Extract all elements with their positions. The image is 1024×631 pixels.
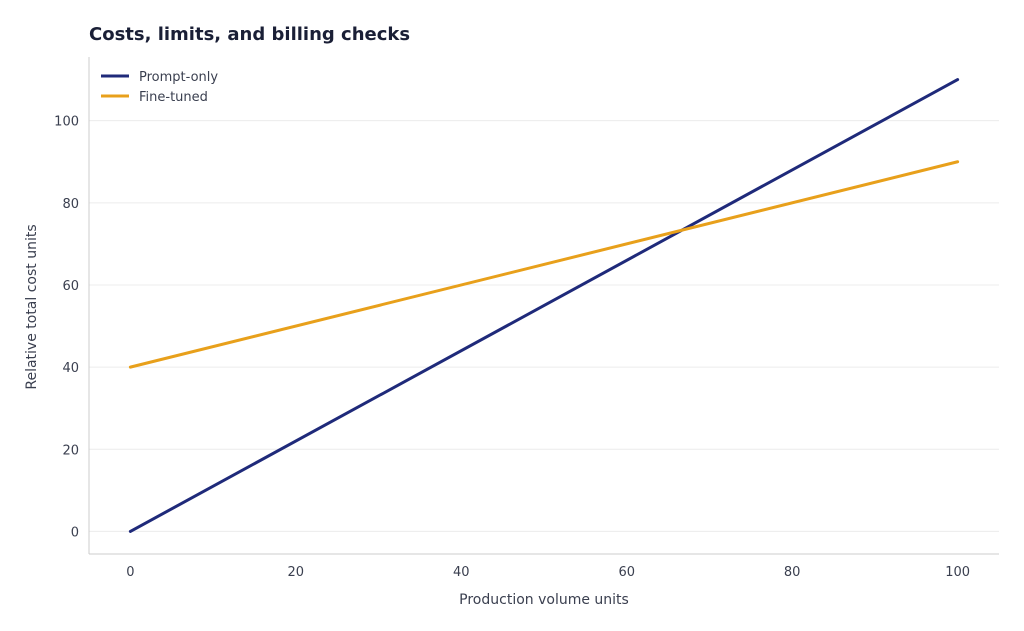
x-tick-labels: 0 20 40 60 80 100 <box>126 565 970 580</box>
x-tick-label: 20 <box>288 565 305 580</box>
axes <box>88 57 999 555</box>
y-tick-label: 20 <box>62 443 79 458</box>
chart-title: Costs, limits, and billing checks <box>89 24 410 45</box>
x-tick-label: 80 <box>784 565 801 580</box>
gridlines <box>89 120 999 532</box>
series-lines <box>128 78 960 533</box>
x-tick-label: 40 <box>453 565 470 580</box>
y-tick-labels: 0 20 40 60 80 100 <box>54 115 79 541</box>
series-line-fine-tuned <box>128 160 960 369</box>
y-tick-label: 0 <box>71 525 79 540</box>
series-line-prompt-only <box>128 78 960 533</box>
legend-label: Prompt-only <box>139 70 218 85</box>
x-tick-label: 100 <box>945 565 970 580</box>
y-tick-label: 80 <box>62 197 79 212</box>
y-axis-label: Relative total cost units <box>24 224 40 389</box>
y-tick-label: 40 <box>62 361 79 376</box>
x-axis-label: Production volume units <box>459 592 629 608</box>
y-tick-label: 60 <box>62 279 79 294</box>
legend-label: Fine-tuned <box>139 90 208 105</box>
x-tick-label: 60 <box>618 565 635 580</box>
y-tick-label: 100 <box>54 115 79 130</box>
legend: Prompt-only Fine-tuned <box>101 70 218 105</box>
x-tick-label: 0 <box>126 565 134 580</box>
